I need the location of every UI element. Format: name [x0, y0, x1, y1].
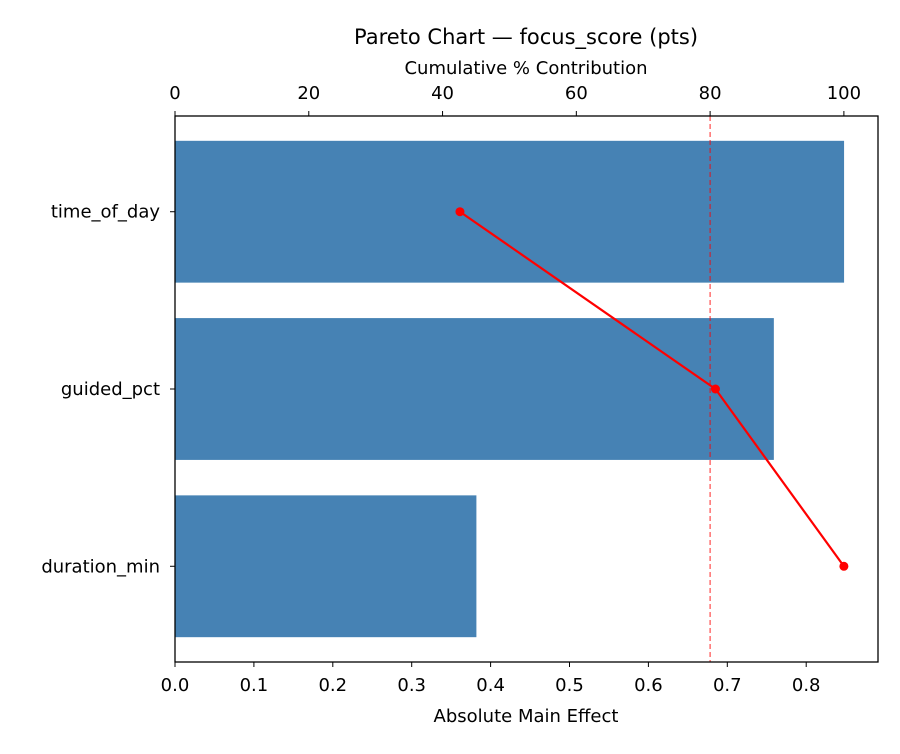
top-tick-label: 100: [827, 83, 861, 104]
x-tick-label: 0.6: [634, 675, 663, 696]
y-tick-label: guided_pct: [61, 379, 160, 400]
y-tick-label: duration_min: [41, 556, 160, 577]
x-tick-label: 0.1: [240, 675, 269, 696]
x-tick-label: 0.0: [161, 675, 190, 696]
top-tick-label: 20: [297, 83, 320, 104]
x-tick-label: 0.2: [318, 675, 347, 696]
x-axis-label: Absolute Main Effect: [434, 706, 619, 727]
x-tick-label: 0.7: [713, 675, 742, 696]
cumulative-point: [455, 207, 465, 217]
chart-title: Pareto Chart — focus_score (pts): [354, 25, 698, 50]
plot-frame: [174, 115, 879, 663]
x-tick-label: 0.4: [476, 675, 505, 696]
top-tick-label: 80: [699, 83, 722, 104]
top-tick-label: 0: [169, 83, 180, 104]
x-tick-label: 0.8: [792, 675, 821, 696]
y-tick-label: time_of_day: [51, 202, 160, 223]
cumulative-point: [839, 561, 849, 571]
top-tick-label: 60: [565, 83, 588, 104]
bar-duration_min: [175, 495, 477, 638]
top-tick-label: 40: [431, 83, 454, 104]
cumulative-point: [710, 384, 720, 394]
top-axis-label: Cumulative % Contribution: [404, 58, 647, 79]
bar-guided_pct: [175, 318, 774, 460]
bar-time_of_day: [175, 140, 845, 283]
x-tick-label: 0.5: [555, 675, 584, 696]
x-tick-label: 0.3: [397, 675, 426, 696]
